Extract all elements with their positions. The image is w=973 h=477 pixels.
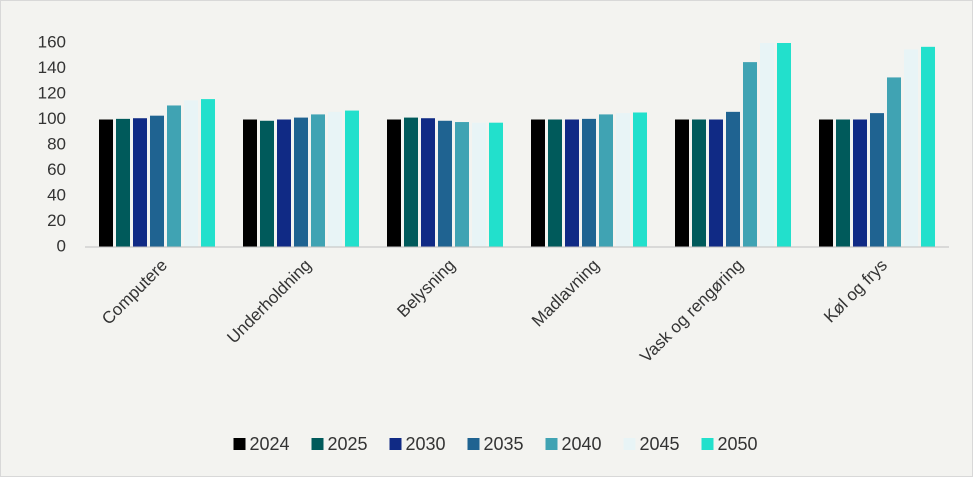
bar [616,113,630,247]
legend-label: 2045 [640,434,680,454]
bar [709,119,723,247]
bar [531,119,545,247]
legend-swatch [701,438,714,450]
bar [870,113,884,247]
legend-label: 2024 [250,434,290,454]
bar [743,62,757,247]
y-tick-label: 40 [47,185,66,204]
y-tick-label: 60 [47,160,66,179]
bar [387,119,401,247]
bar [472,122,486,247]
bar [675,119,689,247]
legend-label: 2040 [562,434,602,454]
legend-swatch [233,438,246,450]
bar [167,105,181,247]
bar [311,114,325,248]
bar [548,119,562,247]
legend-swatch [545,438,558,450]
bar [404,117,418,248]
legend-swatch [311,438,324,450]
legend-label: 2050 [718,434,758,454]
bar [243,119,257,247]
legend-label: 2025 [328,434,368,454]
bar [887,77,901,247]
legend-swatch [389,438,402,450]
legend-label: 2035 [484,434,524,454]
bar [921,46,935,248]
bar [421,118,435,247]
bar [184,100,198,247]
bar [633,112,647,247]
y-tick-label: 20 [47,211,66,230]
bar [201,99,215,247]
bar [150,115,164,247]
bar [565,119,579,247]
bar [836,119,850,247]
y-tick-label: 120 [38,83,66,102]
y-tick-label: 160 [38,32,66,51]
bar [328,111,342,247]
bar [599,114,613,248]
bar [345,110,359,247]
bar [116,118,130,247]
bar [582,118,596,247]
bar [819,119,833,247]
bar [692,119,706,247]
bar [99,119,113,247]
bar [438,120,452,247]
bar [489,122,503,247]
bar [133,118,147,247]
y-tick-label: 140 [38,58,66,77]
bar [760,43,774,247]
bar [726,111,740,247]
legend-swatch [623,438,636,450]
bar [260,120,274,247]
bar [853,119,867,247]
y-tick-label: 100 [38,109,66,128]
y-tick-label: 0 [57,236,66,255]
bar [904,49,918,247]
bar [777,43,791,247]
bar [277,119,291,247]
bar [455,122,469,247]
legend-swatch [467,438,480,450]
y-tick-label: 80 [47,134,66,153]
bar [294,117,308,248]
legend-label: 2030 [406,434,446,454]
